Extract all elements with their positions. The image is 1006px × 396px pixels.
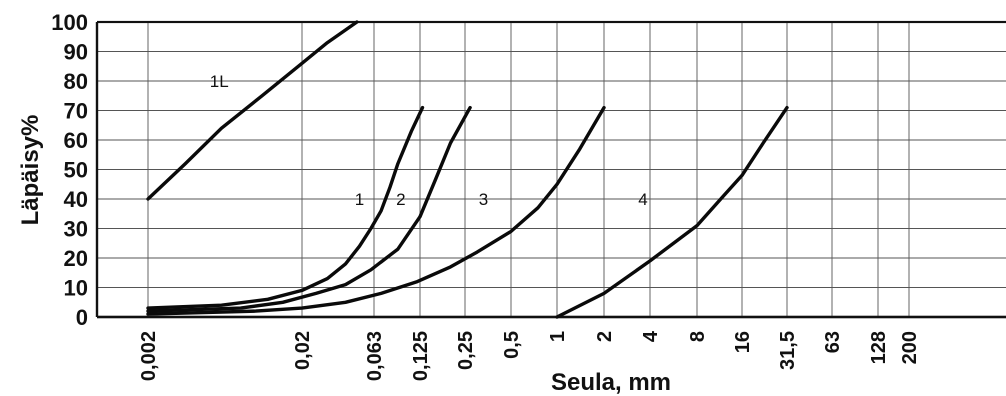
x-tick-label: 0,002 — [138, 331, 160, 381]
y-tick-label: 70 — [64, 99, 88, 124]
series-label-3: 3 — [479, 190, 488, 209]
series-line-1l — [146, 20, 359, 201]
x-tick-label: 31,5 — [777, 331, 799, 370]
y-tick-label: 0 — [76, 305, 88, 330]
x-tick-label: 4 — [640, 330, 662, 342]
y-tick-label: 50 — [64, 158, 88, 183]
series-label-1: 1 — [355, 190, 364, 209]
grid — [97, 20, 1006, 319]
x-tick-label: 8 — [687, 331, 709, 342]
x-tick-label: 128 — [868, 331, 890, 364]
y-tick-label: 20 — [64, 246, 88, 271]
x-tick-labels: 0,002 0,02 0,063 0,125 0,25 0,5 1 2 4 8 16 31,5 63 12… — [138, 330, 921, 381]
y-tick-label: 60 — [64, 128, 88, 153]
y-tick-label: 100 — [51, 10, 88, 35]
series-label-1l: 1L — [210, 72, 229, 91]
x-tick-label: 200 — [899, 331, 921, 364]
x-tick-label: 1 — [547, 331, 569, 342]
y-axis-label: Läpäisy% — [17, 115, 44, 226]
series-line-3 — [146, 105, 606, 316]
series-line-4 — [555, 105, 789, 319]
y-tick-label: 90 — [64, 40, 88, 65]
x-tick-label: 63 — [822, 331, 844, 353]
y-tick-label: 40 — [64, 187, 88, 212]
curve-labels: 1L 1 2 3 4 — [210, 72, 648, 209]
x-tick-label: 0,063 — [364, 331, 386, 381]
x-tick-label: 0,25 — [455, 331, 477, 370]
series-line-2 — [146, 105, 472, 313]
series-label-2: 2 — [396, 190, 405, 209]
plot-frame — [95, 21, 1006, 319]
series-lines — [146, 20, 789, 319]
y-tick-label: 10 — [64, 276, 88, 301]
x-tick-label: 2 — [594, 331, 616, 342]
x-tick-label: 0,5 — [501, 331, 523, 359]
y-tick-labels: 0 10 20 30 40 50 60 70 80 90 100 — [51, 10, 88, 330]
x-axis-label: Seula, mm — [551, 369, 671, 396]
y-tick-label: 30 — [64, 217, 88, 242]
y-tick-label: 80 — [64, 69, 88, 94]
series-label-4: 4 — [638, 190, 647, 209]
series-line-1 — [146, 105, 425, 310]
x-tick-label: 0,02 — [292, 331, 314, 370]
x-tick-label: 16 — [732, 331, 754, 353]
x-tick-label: 0,125 — [410, 331, 432, 381]
